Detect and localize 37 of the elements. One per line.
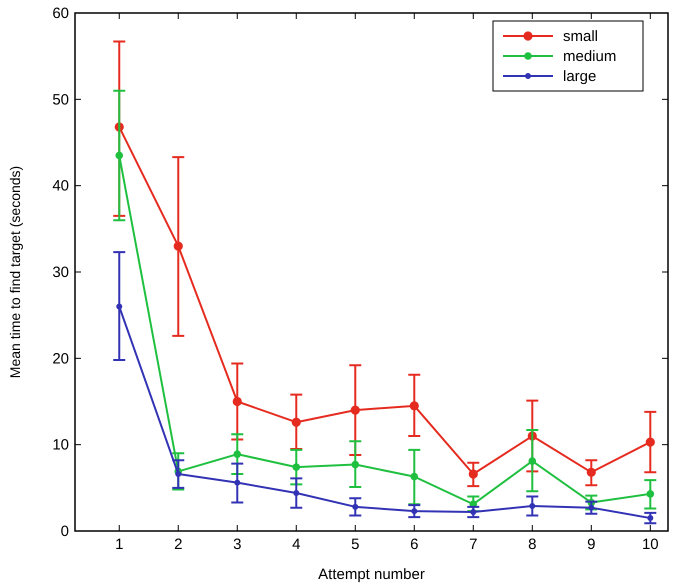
y-axis-title: Mean time to find target (seconds)	[7, 166, 23, 378]
point	[646, 437, 655, 447]
legend-label: large	[563, 68, 596, 85]
point	[292, 418, 301, 427]
x-tick-label: 10	[642, 536, 659, 553]
point	[410, 401, 419, 410]
y-tick-label: 30	[52, 264, 69, 281]
point	[646, 490, 654, 498]
x-tick-label: 7	[469, 536, 478, 553]
point	[233, 450, 242, 458]
x-tick-label: 2	[174, 536, 182, 553]
x-tick-label: 3	[233, 536, 242, 553]
x-tick-label: 5	[351, 536, 360, 553]
y-tick-label: 40	[52, 178, 69, 195]
y-tick-label: 10	[52, 436, 69, 454]
point	[528, 457, 536, 465]
x-axis-title: Attempt number	[318, 566, 425, 583]
y-tick-label: 20	[52, 350, 69, 368]
point	[410, 472, 418, 480]
x-tick-label: 4	[292, 536, 300, 553]
point	[468, 469, 478, 479]
point	[586, 468, 596, 477]
point	[351, 460, 360, 468]
legend-label: medium	[563, 48, 616, 65]
point	[174, 242, 183, 251]
point	[115, 152, 124, 160]
point	[292, 463, 300, 471]
point	[350, 406, 360, 415]
y-tick-label: 50	[52, 91, 69, 108]
y-tick-label: 0	[60, 523, 69, 540]
x-tick-label: 9	[587, 536, 596, 553]
x-tick-label: 6	[410, 536, 418, 553]
point	[232, 396, 242, 406]
x-tick-label: 8	[528, 536, 536, 553]
x-tick-label: 1	[115, 536, 124, 553]
y-tick-label: 60	[52, 5, 69, 22]
legend-label: small	[563, 28, 598, 45]
